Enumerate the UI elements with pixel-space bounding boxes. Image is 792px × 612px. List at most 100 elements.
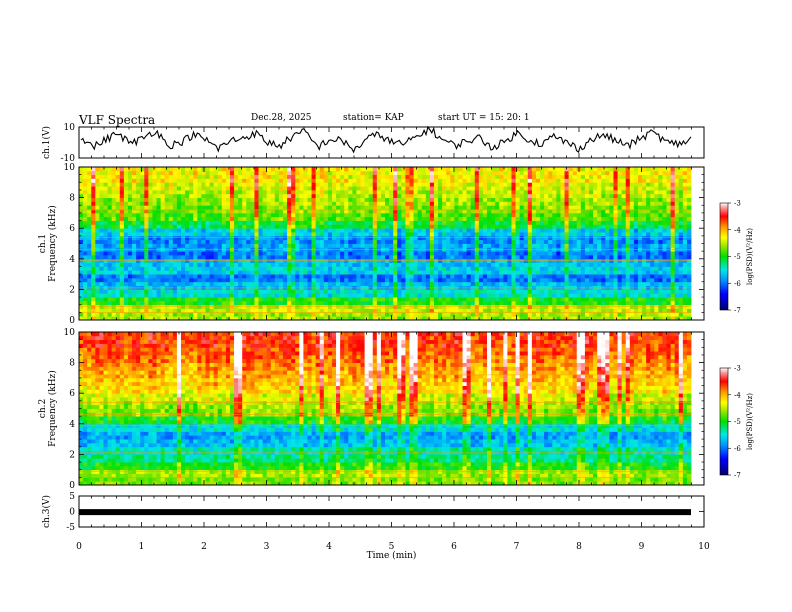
ch1-spectrogram-cell (213, 239, 219, 244)
ch1-spectrogram-cell (499, 205, 504, 210)
ch1-spectrogram-cell (79, 262, 84, 267)
ch1-spectrogram-cell (336, 193, 341, 198)
ch1-spectrogram-cell (482, 228, 488, 233)
ch1-spectrogram-cell (315, 239, 321, 244)
ch1-spectrogram-cell (172, 209, 178, 214)
ch1-spectrogram-cell (621, 216, 627, 221)
ch1-spectrogram-cell (519, 197, 525, 202)
ch1-spectrogram-cell (458, 193, 463, 198)
ch1-spectrogram-cell (670, 297, 676, 302)
ch1-spectrogram-cell (397, 266, 402, 271)
ch1-spectrogram-cell (548, 212, 553, 218)
ch1-spectrogram-cell (115, 258, 121, 264)
ch1-spectrogram-cell (629, 254, 635, 260)
ch1-spectrogram-cell (197, 274, 202, 279)
ch1-spectrogram-cell (185, 258, 190, 264)
ch1-spectrogram-cell (609, 270, 614, 275)
ch1-spectrogram-cell (593, 308, 598, 313)
ch1-spectrogram-cell (83, 270, 88, 275)
ch1-spectrogram-cell (295, 197, 300, 202)
ch1-spectrogram-cell (597, 220, 602, 225)
ch1-spectrogram-cell (250, 266, 255, 271)
ch1-spectrogram-cell (523, 239, 529, 244)
ch1-spectrogram-cell (234, 193, 239, 198)
ch1-spectrogram-cell (127, 239, 133, 244)
ch1-spectrogram-cell (246, 297, 251, 302)
ch1-spectrogram-cell (193, 243, 198, 248)
ch1-spectrogram-cell (193, 239, 198, 244)
ch1-spectrogram-cell (584, 251, 590, 256)
ch1-spectrogram-cell (115, 312, 121, 317)
ch1-spectrogram-cell (250, 308, 255, 313)
ch1-spectrogram-cell (523, 232, 529, 237)
ch1-spectrogram-cell (340, 197, 345, 202)
ch1-spectrogram-cell (511, 289, 516, 294)
ch1-spectrogram-cell (629, 193, 635, 198)
ch1-spectrogram-cell (474, 201, 480, 206)
ch1-spectrogram-cell (360, 254, 365, 260)
ch1-spectrogram-cell (213, 262, 219, 267)
ch1-spectrogram-cell (417, 258, 423, 264)
ch1-spectrogram-cell (181, 239, 186, 244)
ch1-spectrogram-cell (303, 216, 308, 221)
ch1-spectrogram-cell (209, 189, 215, 195)
ch1-spectrogram-cell (103, 270, 108, 275)
ch1-spectrogram-cell (319, 239, 325, 244)
ch1-spectrogram-cell (589, 281, 594, 286)
ch1-spectrogram-cell (87, 201, 92, 206)
ch1-spectrogram-cell (352, 258, 357, 264)
ch1-spectrogram-cell (262, 300, 268, 306)
ch1-spectrogram-cell (491, 281, 496, 286)
ch1-spectrogram-cell (107, 224, 113, 229)
ch1-spectrogram-cell (348, 197, 353, 202)
ch1-spectrogram-cell (340, 293, 345, 298)
ch1-spectrogram-cell (278, 243, 284, 248)
ch1-spectrogram-cell (344, 262, 349, 267)
ch1-spectrogram-cell (633, 239, 639, 244)
ch1-spectrogram-cell (315, 289, 321, 294)
ch1-spectrogram-cell (295, 293, 300, 298)
ch1-spectrogram-cell (421, 239, 427, 244)
ch1-spectrogram-cell (527, 243, 533, 248)
ch1-spectrogram-cell (148, 201, 153, 206)
ch1-spectrogram-cell (336, 316, 341, 321)
ch1-spectrogram-cell (295, 274, 300, 279)
ch1-spectrogram-cell (397, 251, 402, 256)
ch1-spectrogram-cell (442, 205, 447, 210)
ch1-spectrogram-cell (556, 312, 561, 317)
ch1-spectrogram-cell (123, 312, 129, 317)
ch1-spectrogram-cell (597, 209, 602, 214)
ch1-spectrogram-cell (650, 274, 655, 279)
ch1-spectrogram-cell (262, 308, 268, 313)
ch1-spectrogram-cell (593, 262, 598, 267)
ch1-spectrogram-cell (246, 274, 251, 279)
ch1-spectrogram-cell (144, 216, 149, 221)
ch1-spectrogram-cell (221, 308, 227, 313)
ch1-spectrogram-cell (107, 239, 113, 244)
ch1-spectrogram-cell (364, 274, 370, 279)
ch1-spectrogram-cell (103, 193, 108, 198)
ch1-spectrogram-cell (360, 289, 365, 294)
ch1-spectrogram-cell (274, 216, 280, 221)
ch1-spectrogram-cell (438, 251, 443, 256)
ch1-spectrogram-cell (197, 277, 202, 283)
ch1-spectrogram-cell (389, 216, 394, 221)
ch1-spectrogram-cell (242, 239, 247, 244)
ch1-spectrogram-cell (229, 209, 235, 214)
ch1-spectrogram-cell (352, 270, 357, 275)
ch1-spectrogram-cell (352, 209, 357, 214)
ch1-spectrogram-cell (266, 254, 272, 260)
ch1-spectrogram-cell (287, 297, 292, 302)
ch1-spectrogram-cell (164, 189, 170, 195)
ch1-spectrogram-cell (205, 251, 210, 256)
ch1-spectrogram-cell (491, 212, 496, 218)
ch1-spectrogram-cell (270, 232, 276, 237)
ch1-spectrogram-cell (678, 193, 684, 198)
ch1-spectrogram-cell (307, 216, 312, 221)
ch1-spectrogram-cell (274, 232, 280, 237)
ch1-spectrogram-cell (658, 205, 663, 210)
ch1-spectrogram-cell (348, 232, 353, 237)
ch1-spectrogram-cell (352, 308, 357, 313)
ch1-spectrogram-cell (609, 274, 614, 279)
ch1-spectrogram-cell (246, 312, 251, 317)
